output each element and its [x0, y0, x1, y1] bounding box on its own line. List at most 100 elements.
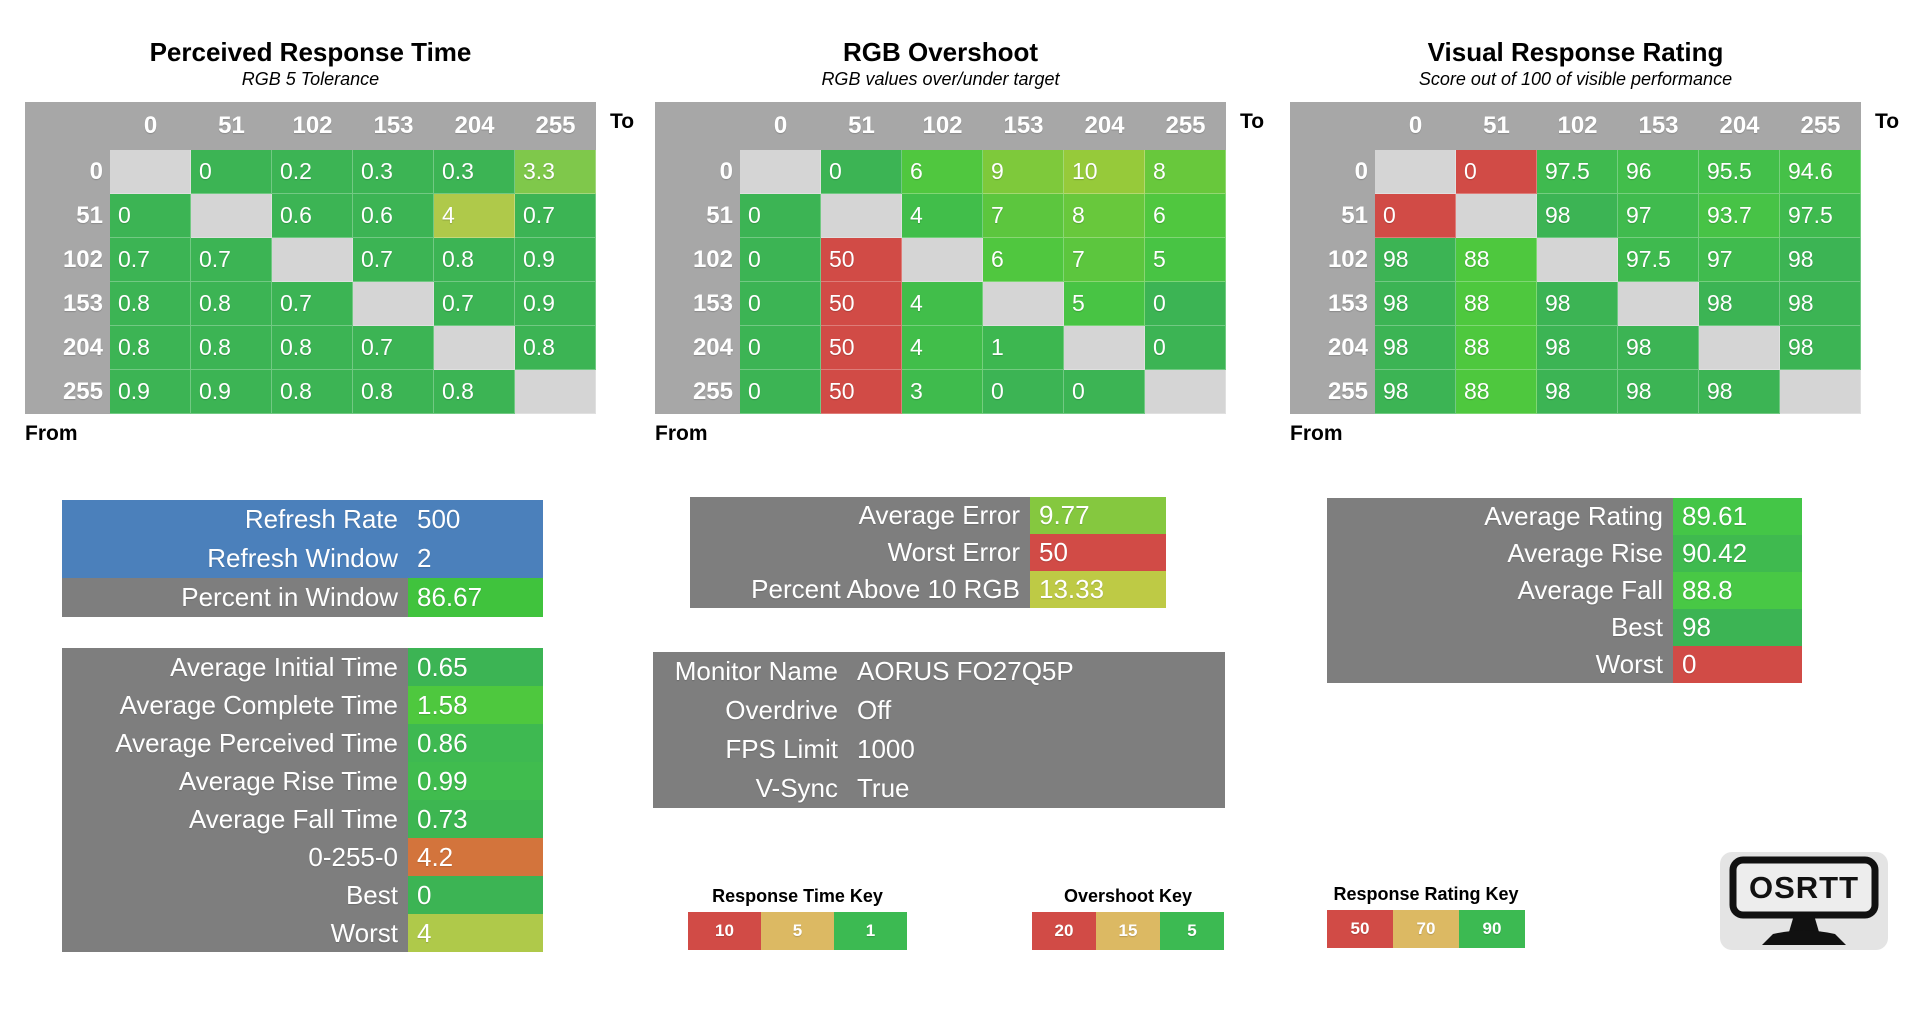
summary-label: FPS Limit	[653, 730, 848, 769]
value-cell: 88	[1456, 326, 1537, 370]
summary-label: Average Error	[690, 497, 1030, 534]
summary-label: Worst	[1327, 646, 1673, 683]
from-row-label: 204	[25, 326, 110, 370]
summary-value: 13.33	[1030, 571, 1166, 608]
to-axis-label: To	[1875, 110, 1900, 133]
from-axis-label: From	[1290, 422, 1343, 445]
summary-label: Average Perceived Time	[62, 724, 408, 762]
value-cell: 5	[1145, 238, 1226, 282]
value-cell: 0.8	[272, 326, 353, 370]
value-cell: 6	[983, 238, 1064, 282]
diagonal-cell	[110, 150, 191, 194]
diagonal-cell	[1699, 326, 1780, 370]
value-cell: 0	[1375, 194, 1456, 238]
summary-label: Average Rise Time	[62, 762, 408, 800]
table-row: 204 0.8 0.8 0.8 0.7 0.8	[25, 326, 596, 370]
value-cell: 5	[1064, 282, 1145, 326]
value-cell: 50	[821, 238, 902, 282]
value-cell: 7	[1064, 238, 1145, 282]
table-row: 255 0.9 0.9 0.8 0.8 0.8	[25, 370, 596, 414]
value-cell: 0.7	[353, 238, 434, 282]
corner-cell	[1290, 102, 1375, 150]
from-row-label: 204	[655, 326, 740, 370]
key-title: Response Time Key	[712, 886, 883, 906]
value-cell: 0.7	[272, 282, 353, 326]
diagonal-cell	[1618, 282, 1699, 326]
summary-label: Percent Above 10 RGB	[690, 571, 1030, 608]
summary-row: Refresh Window 2	[62, 539, 543, 578]
value-cell: 0	[983, 370, 1064, 414]
value-cell: 97.5	[1780, 194, 1861, 238]
to-header-cell: 102	[902, 102, 983, 150]
summary-row: Refresh Rate 500	[62, 500, 543, 539]
value-cell: 0.7	[353, 326, 434, 370]
value-cell: 0	[191, 150, 272, 194]
summary-row: Average Perceived Time 0.86	[62, 724, 543, 762]
diagonal-cell	[434, 326, 515, 370]
value-cell: 0.8	[353, 370, 434, 414]
diagonal-cell	[515, 370, 596, 414]
key-threshold-cell: 1	[834, 912, 907, 950]
value-cell: 0	[1456, 150, 1537, 194]
value-cell: 50	[821, 326, 902, 370]
value-cell: 0	[740, 326, 821, 370]
table-row: 153 98 88 98 98 98	[1290, 282, 1861, 326]
value-cell: 0	[740, 238, 821, 282]
value-cell: 0.9	[515, 282, 596, 326]
value-cell: 98	[1780, 238, 1861, 282]
from-row-label: 255	[25, 370, 110, 414]
summary-value: True	[848, 769, 1225, 808]
value-cell: 9	[983, 150, 1064, 194]
key-title: Response Rating Key	[1333, 884, 1519, 904]
summary-label: Refresh Window	[62, 539, 408, 578]
summary-value: 0	[1673, 646, 1802, 683]
value-cell: 98	[1537, 326, 1618, 370]
summary-value: Off	[848, 691, 1225, 730]
value-cell: 98	[1375, 370, 1456, 414]
key-title: Overshoot Key	[1063, 886, 1193, 906]
from-row-label: 153	[655, 282, 740, 326]
value-cell: 95.5	[1699, 150, 1780, 194]
key-threshold-cell: 70	[1393, 910, 1459, 948]
value-cell: 0.3	[353, 150, 434, 194]
to-header-cell: 0	[1375, 102, 1456, 150]
table-row: 204 98 88 98 98 98	[1290, 326, 1861, 370]
key-threshold-cell: 90	[1459, 910, 1525, 948]
summary-label: Worst	[62, 914, 408, 952]
summary-label: 0-255-0	[62, 838, 408, 876]
from-axis-label: From	[655, 422, 708, 445]
value-cell: 98	[1537, 282, 1618, 326]
value-cell: 6	[902, 150, 983, 194]
value-cell: 0	[1145, 282, 1226, 326]
value-cell: 0.8	[272, 370, 353, 414]
value-cell: 0	[740, 194, 821, 238]
summary-row: Worst Error 50	[690, 534, 1166, 571]
to-header-cell: 153	[353, 102, 434, 150]
table-row: 102 0 50 6 7 5	[655, 238, 1226, 282]
summary-value: 1000	[848, 730, 1225, 769]
overshoot-key: Overshoot Key 20 15 5	[1032, 886, 1224, 950]
summary-row: Average Complete Time 1.58	[62, 686, 543, 724]
rating-summary-panel: Average Rating 89.61 Average Rise 90.42 Aver…	[1327, 498, 1802, 683]
key-threshold-cell: 50	[1327, 910, 1393, 948]
summary-value: 4	[408, 914, 543, 952]
summary-value: 0	[408, 876, 543, 914]
summary-row: Overdrive Off	[653, 691, 1225, 730]
summary-label: Average Rating	[1327, 498, 1673, 535]
table-title: Visual Response Rating	[1427, 37, 1724, 67]
error-summary-panel: Average Error 9.77 Worst Error 50 Percent Ab…	[690, 497, 1166, 608]
diagonal-cell	[1145, 370, 1226, 414]
table-row: 153 0 50 4 5 0	[655, 282, 1226, 326]
summary-value: 98	[1673, 609, 1802, 646]
table-subtitle: RGB 5 Tolerance	[241, 69, 380, 89]
table-row: 102 0.7 0.7 0.7 0.8 0.9	[25, 238, 596, 282]
corner-cell	[655, 102, 740, 150]
summary-row: Average Rise Time 0.99	[62, 762, 543, 800]
from-row-label: 102	[25, 238, 110, 282]
value-cell: 0.6	[353, 194, 434, 238]
from-row-label: 102	[655, 238, 740, 282]
value-cell: 0.7	[110, 238, 191, 282]
from-axis-label: From	[25, 422, 78, 445]
value-cell: 4	[902, 326, 983, 370]
